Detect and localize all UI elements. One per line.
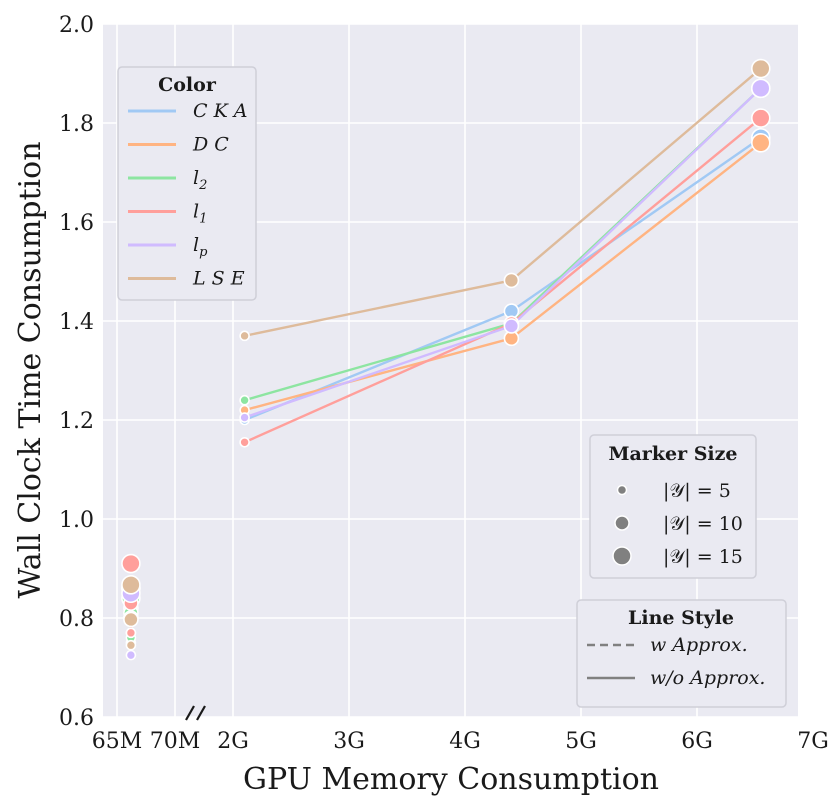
series-points <box>121 58 771 661</box>
y-axis-title: Wall Clock Time Consumption <box>13 141 48 598</box>
data-point-lse <box>123 611 139 628</box>
color-legend-box <box>117 66 257 301</box>
line-style-legend-label: w/o Approx. <box>650 667 765 689</box>
y-tick-label: 2.0 <box>59 13 94 38</box>
x-tick-label: 2G <box>217 729 249 754</box>
marker-size-legend-title: Marker Size <box>608 443 737 465</box>
line-style-legend-entries: w Approx. w/o Approx. <box>587 634 765 689</box>
data-point-l-p <box>503 318 520 334</box>
marker-size-legend: Marker Size |𝒴| = 5 |𝒴| = 10 |𝒴| = 15 <box>589 434 757 579</box>
marker-size-legend-label: |𝒴| = 5 <box>663 480 731 502</box>
y-tick-label: 1.0 <box>59 508 94 533</box>
marker-size-legend-marker <box>614 515 630 531</box>
x-tick-label: 70M <box>150 729 201 754</box>
marker-size-legend-entries: |𝒴| = 5 |𝒴| = 10 |𝒴| = 15 <box>612 480 743 568</box>
x-axis-title: GPU Memory Consumption <box>243 762 659 797</box>
axis-break-marks <box>185 705 206 721</box>
y-tick-label: 1.8 <box>59 112 94 137</box>
x-tick-label: 65M <box>92 729 143 754</box>
data-point-l-1 <box>750 108 771 128</box>
data-point-lse <box>750 58 771 79</box>
y-tick-label: 0.8 <box>59 607 94 632</box>
marker-size-legend-marker <box>612 546 632 566</box>
x-tick-label: 4G <box>449 729 481 754</box>
data-point-l-p <box>750 78 771 99</box>
data-point-l-1 <box>121 553 141 574</box>
color-legend-label: C K A <box>193 100 248 122</box>
data-point-lse <box>121 575 141 595</box>
axis-break-mark <box>185 705 195 721</box>
data-point-dc <box>750 133 771 153</box>
x-tick-label: 6G <box>681 729 713 754</box>
x-tick-labels: 65M 70M 2G 3G 4G 5G 6G 7G <box>92 729 829 754</box>
axis-break-mark <box>196 705 206 721</box>
line-style-legend-label: w Approx. <box>650 634 748 656</box>
data-point-l-p <box>125 649 137 661</box>
color-legend-label: L S E <box>192 268 245 290</box>
marker-size-legend-box <box>589 434 757 579</box>
data-point-lse <box>239 330 250 342</box>
data-point-l-1 <box>239 436 250 448</box>
color-legend-label: D C <box>192 134 229 156</box>
grid <box>103 23 814 718</box>
data-point-l-p <box>239 412 250 423</box>
line-style-legend-title: Line Style <box>628 607 734 629</box>
data-point-lse <box>125 639 137 651</box>
data-point-lse <box>503 272 520 289</box>
data-point-l-1 <box>125 627 137 639</box>
y-tick-labels: 0.6 0.8 1.0 1.2 1.4 1.6 1.8 2.0 <box>59 13 94 731</box>
marker-size-legend-label: |𝒴| = 15 <box>663 546 743 568</box>
y-tick-label: 1.2 <box>59 409 94 434</box>
color-legend-title: Color <box>158 74 217 96</box>
x-tick-label: 7G <box>797 729 829 754</box>
x-tick-label: 3G <box>333 729 365 754</box>
marker-size-legend-label: |𝒴| = 10 <box>663 513 743 535</box>
y-tick-label: 1.4 <box>59 310 94 335</box>
marker-size-legend-marker <box>616 484 628 496</box>
y-tick-label: 0.6 <box>59 706 94 731</box>
line-style-legend-box <box>576 599 787 708</box>
x-tick-label: 5G <box>565 729 597 754</box>
line-style-legend: Line Style w Approx. w/o Approx. <box>576 599 787 708</box>
data-point-l-2 <box>239 394 250 406</box>
y-tick-label: 1.6 <box>59 211 94 236</box>
